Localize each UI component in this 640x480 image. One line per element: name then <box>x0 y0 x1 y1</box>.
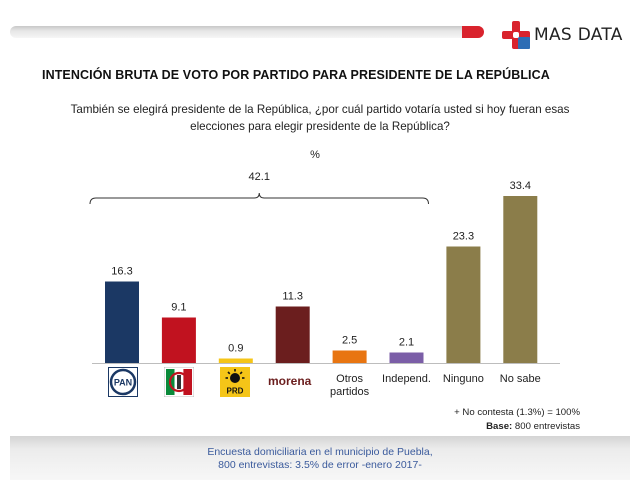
pan-logo-icon: PAN <box>108 367 138 397</box>
data-label-7: 33.4 <box>510 180 531 192</box>
data-label-6: 23.3 <box>453 231 474 243</box>
prd-logo-icon: PRD <box>220 367 250 397</box>
category-label-4-0: Otros <box>336 373 363 385</box>
data-label-0: 16.3 <box>111 266 132 278</box>
data-label-3: 11.3 <box>282 291 303 303</box>
unit-label: % <box>310 149 320 161</box>
page-title: INTENCIÓN BRUTA DE VOTO POR PARTIDO PARA… <box>42 68 550 82</box>
category-label-7-0: No sabe <box>500 373 541 385</box>
bar-3 <box>275 306 310 363</box>
pri-logo <box>163 366 195 398</box>
data-label-2: 0.9 <box>228 343 243 355</box>
data-label-5: 2.1 <box>399 337 414 349</box>
cross-logo-icon <box>502 21 530 49</box>
category-label-4-1: partidos <box>330 386 370 398</box>
pan-logo-text: PAN <box>114 378 132 388</box>
footer-line-2: 800 entrevistas: 3.5% de error -enero 20… <box>218 459 422 471</box>
bar-2 <box>218 358 253 363</box>
category-label-6-0: Ninguno <box>443 373 484 385</box>
footer-text: Encuesta domiciliaria en el municipio de… <box>10 446 630 472</box>
category-label-5-0: Independ. <box>382 373 431 385</box>
bar-0 <box>105 281 139 363</box>
bar-7 <box>503 196 538 363</box>
data-label-4: 2.5 <box>342 335 357 347</box>
prd-logo: PRD <box>220 367 250 397</box>
pan-logo: PAN <box>108 367 138 397</box>
bar-4 <box>332 350 367 363</box>
morena-logo: morena <box>268 372 318 402</box>
question-line-1: También se elegirá presidente de la Repú… <box>70 103 570 116</box>
survey-question: También se elegirá presidente de la Repú… <box>40 101 600 135</box>
prd-logo-text: PRD <box>227 387 244 396</box>
question-line-2: elecciones para elegir presidente de la … <box>190 120 450 133</box>
footer-line-1: Encuesta domiciliaria en el municipio de… <box>207 446 433 458</box>
data-label-1: 9.1 <box>171 302 186 314</box>
header-bar-accent <box>462 26 484 38</box>
base-value: 800 entrevistas <box>512 421 580 432</box>
bar-6 <box>446 246 481 363</box>
brand-logo: MAS DATA <box>502 20 634 50</box>
footer: Encuesta domiciliaria en el municipio de… <box>10 436 630 480</box>
brand-name: MAS DATA <box>534 25 623 45</box>
morena-logo-text: morena <box>268 374 312 388</box>
pri-logo-icon <box>163 366 195 398</box>
header-bar <box>10 26 480 38</box>
bracket-label: 42.1 <box>249 171 270 183</box>
base-note: Base: 800 entrevistas <box>486 421 580 432</box>
group-bracket <box>89 192 429 205</box>
no-contesta-note: + No contesta (1.3%) = 100% <box>454 407 580 418</box>
bar-1 <box>161 317 196 363</box>
bar-5 <box>389 352 424 363</box>
base-label: Base: <box>486 421 513 432</box>
